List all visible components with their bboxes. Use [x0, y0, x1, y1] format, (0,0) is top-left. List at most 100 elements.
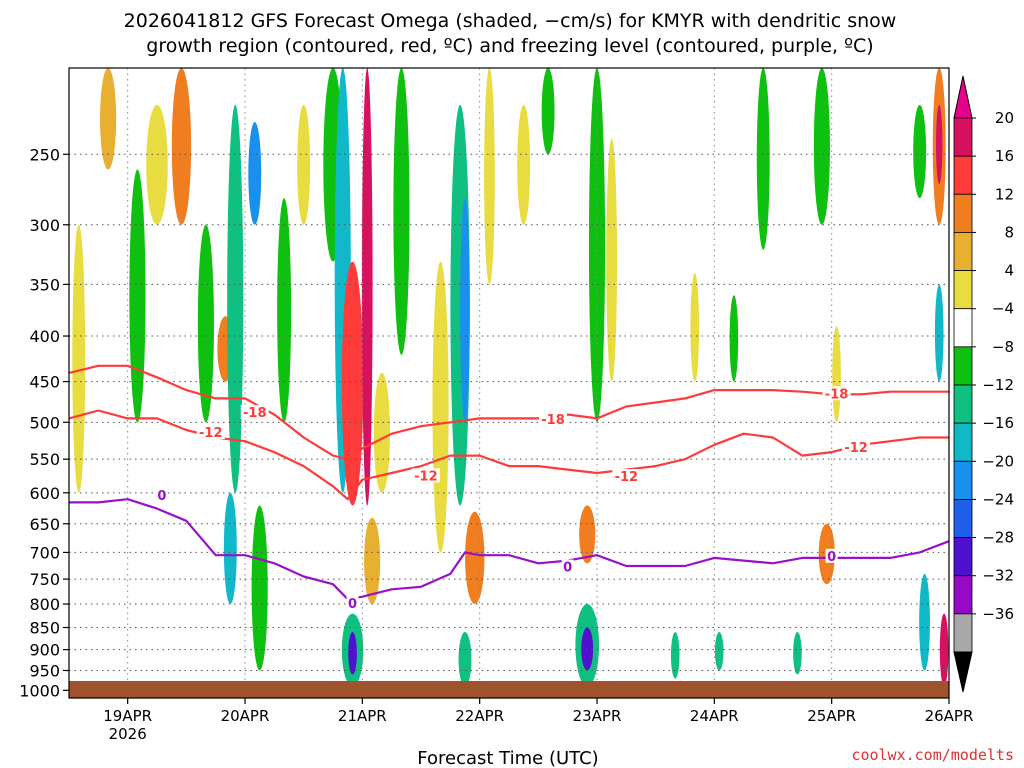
colorbar-segment-11 — [953, 537, 973, 577]
colorbar-label-7: −12 — [982, 376, 1014, 394]
x-tick-sublabel-0: 2026 — [109, 725, 147, 743]
colorbar-segment-5 — [953, 308, 973, 348]
x-axis-label: Forecast Time (UTC) — [417, 748, 598, 768]
y-tick-label-8: 650 — [29, 515, 60, 534]
omega-cell-37 — [714, 632, 724, 671]
minus-12-contour-label-2: -12 — [615, 470, 639, 485]
omega-cell-20 — [373, 372, 390, 493]
omega-cell-5 — [197, 224, 214, 423]
omega-cell-32 — [581, 627, 594, 671]
colorbar-segment-8 — [953, 422, 973, 462]
omega-cell-11 — [277, 198, 292, 423]
y-tick-label-14: 950 — [29, 662, 60, 681]
y-tick-label-11: 800 — [29, 595, 60, 614]
colorbar-segment-9 — [953, 460, 973, 500]
colorbar-segment-7 — [953, 384, 973, 424]
colorbar-label-13: −36 — [982, 605, 1014, 623]
omega-cell-42 — [813, 68, 830, 225]
minus-18-contour-label-bg-2 — [822, 386, 851, 401]
omega-cell-28 — [517, 104, 531, 225]
colorbar-segment-4 — [953, 270, 973, 310]
omega-cell-38 — [729, 295, 739, 382]
colorbar-segment-2 — [953, 193, 973, 233]
temperature-contours: 0 0 0 0 -12 -12 -12 -12 -18 -18 -18 — [68, 364, 950, 612]
omega-cell-44 — [913, 104, 927, 199]
pressure-axis: 250 300 350 400 450 500 550 600 650 700 750 800 850 9… — [19, 145, 69, 700]
y-tick-label-3: 400 — [29, 327, 60, 346]
omega-cell-36 — [690, 273, 700, 382]
colorbar-label-10: −24 — [982, 490, 1014, 508]
colorbar-segment-1 — [953, 155, 973, 195]
minus-12-contour — [68, 409, 949, 501]
omega-cell-29 — [541, 68, 555, 155]
omega-cell-35 — [670, 632, 680, 679]
freezing-level-contour-label-3: 0 — [827, 550, 836, 565]
minus-18-contour — [68, 364, 949, 461]
omega-cell-47 — [935, 104, 943, 185]
colorbar-segment-6 — [953, 346, 973, 386]
freezing-level-contour — [69, 498, 950, 601]
terrain-surface — [69, 681, 949, 698]
minus-18-contour-label-2: -18 — [825, 387, 849, 402]
omega-cell-10 — [251, 505, 268, 671]
omega-cell-4 — [171, 68, 192, 225]
x-tick-label-4: 23APR — [573, 707, 622, 725]
y-tick-label-15: 1000 — [19, 681, 60, 700]
omega-cell-24 — [460, 198, 470, 423]
colorbar-segment-10 — [953, 499, 973, 538]
y-tick-label-13: 900 — [29, 641, 60, 660]
y-tick-label-5: 500 — [29, 413, 60, 432]
freezing-level-contour-label-2: 0 — [563, 561, 572, 576]
chart-title-line-1: 2026041812 GFS Forecast Omega (shaded, −… — [124, 10, 897, 32]
x-tick-label-7: 26APR — [925, 707, 974, 725]
colorbar-label-4: 4 — [1004, 262, 1014, 280]
colorbar-under-arrow — [953, 651, 973, 693]
minus-12-contour-label-bg-1 — [411, 468, 440, 483]
colorbar-label-6: −8 — [992, 338, 1014, 356]
omega-cell-39 — [756, 68, 770, 250]
freezing-level-contour-label-bg-1 — [346, 596, 359, 611]
omega-cell-9 — [248, 122, 262, 225]
x-tick-label-3: 22APR — [455, 707, 504, 725]
omega-colorbar: 20 16 12 8 4 −4 −8 −12 −16 −20 −24 −28 −32 −36 — [953, 75, 1014, 693]
omega-cell-17 — [348, 632, 357, 675]
omega-cell-26 — [484, 68, 495, 285]
minus-12-contour-label-bg-3 — [842, 439, 871, 454]
y-tick-label-12: 850 — [29, 618, 60, 637]
omega-shading — [72, 67, 949, 687]
y-tick-label-7: 600 — [29, 484, 60, 503]
omega-cell-7 — [223, 492, 237, 605]
colorbar-label-0: 20 — [995, 109, 1014, 127]
omega-cell-0 — [72, 224, 86, 493]
omega-cell-21 — [393, 68, 410, 355]
omega-cell-19 — [364, 517, 381, 605]
y-tick-label-4: 450 — [29, 373, 60, 392]
omega-cell-34 — [606, 138, 618, 382]
colorbar-segment-0 — [953, 117, 973, 157]
colorbar-over-arrow — [953, 75, 973, 119]
minus-12-contour-label-0: -12 — [199, 426, 223, 441]
minus-18-contour-label-0: -18 — [243, 406, 267, 421]
omega-cell-8 — [227, 104, 244, 493]
omega-cell-30 — [579, 505, 596, 564]
plot-grid — [69, 68, 949, 698]
omega-cell-2 — [129, 169, 146, 423]
freezing-level-contour-label-bg-2 — [561, 559, 574, 574]
x-tick-label-1: 20APR — [221, 707, 270, 725]
omega-cell-40 — [793, 632, 802, 675]
colorbar-segment-12 — [953, 575, 973, 615]
x-tick-label-0: 19APR — [103, 707, 152, 725]
colorbar-segment-13 — [953, 613, 973, 653]
plot-frame — [68, 67, 950, 699]
omega-cell-1 — [100, 68, 117, 170]
minus-18-contour-label-bg-0 — [240, 404, 269, 419]
omega-cell-25 — [465, 511, 485, 605]
colorbar-label-9: −20 — [982, 452, 1014, 470]
freezing-level-contour-label-0: 0 — [157, 489, 166, 504]
y-tick-label-2: 350 — [29, 275, 60, 294]
colorbar-label-8: −16 — [982, 414, 1014, 432]
minus-18-contour-label-bg-1 — [539, 411, 567, 426]
terrain-band — [69, 681, 949, 698]
